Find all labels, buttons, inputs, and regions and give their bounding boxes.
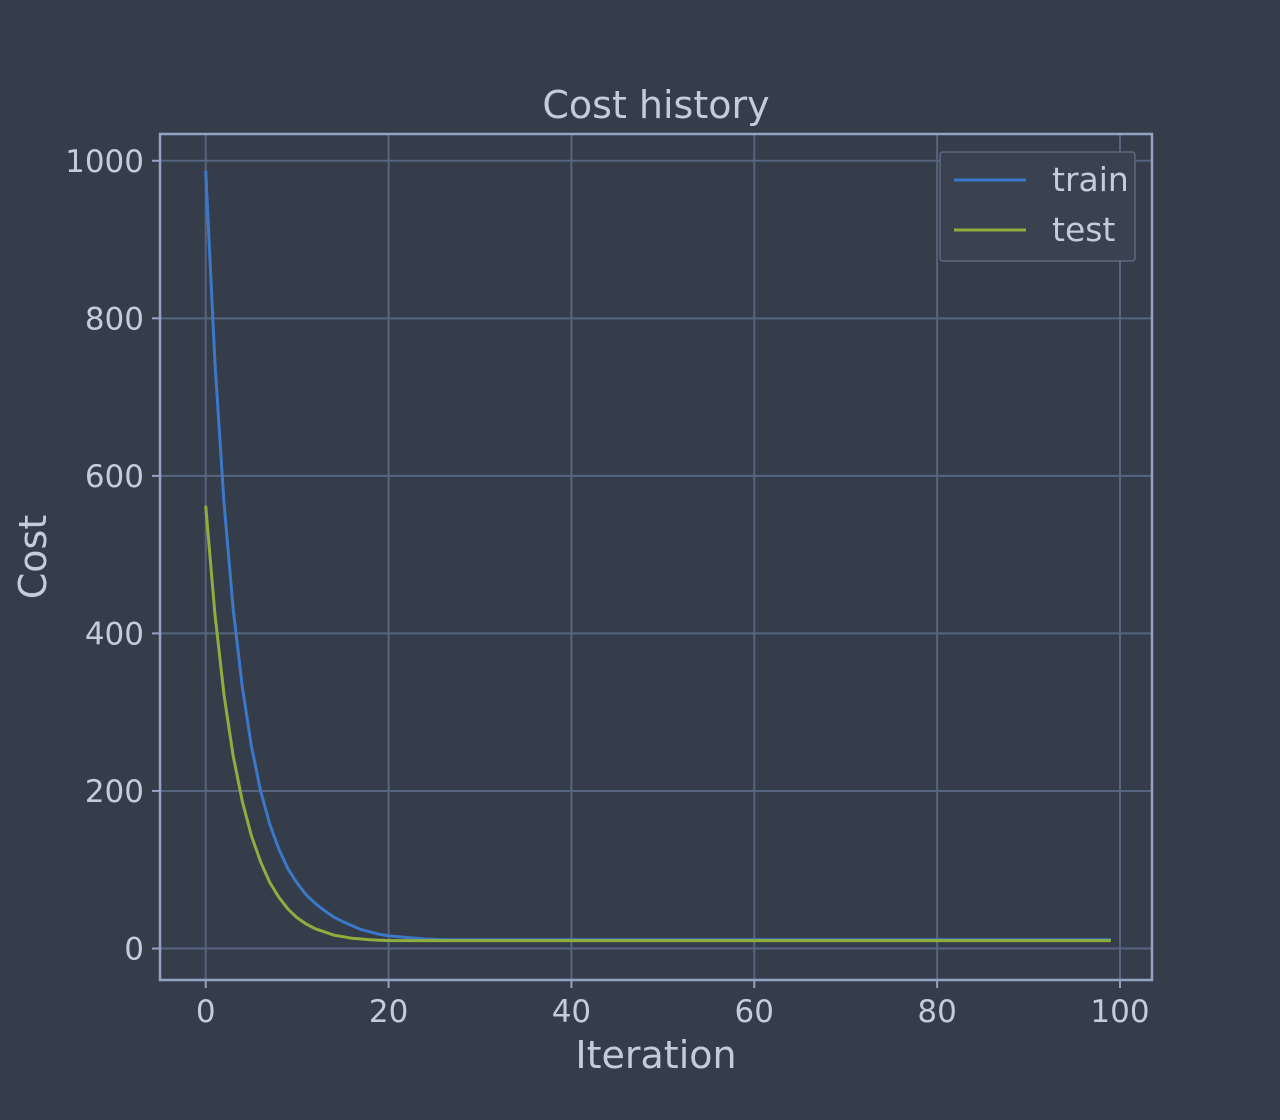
series-line-train: [204, 170, 1111, 942]
x-tick-label: 20: [369, 994, 408, 1030]
y-tick-label: 400: [85, 616, 144, 652]
y-tick-label: 200: [85, 774, 144, 810]
grid-lines: [160, 134, 1152, 980]
x-tick-label: 80: [917, 994, 956, 1030]
x-tick-label: 40: [552, 994, 591, 1030]
y-axis-label: Cost: [11, 515, 55, 599]
y-tick-label: 600: [85, 459, 144, 495]
legend-label-test: test: [1052, 210, 1115, 249]
y-tick-label: 0: [124, 931, 144, 967]
x-tick-label: 60: [735, 994, 774, 1030]
plot-frame: [158, 132, 1154, 982]
chart-title: Cost history: [542, 83, 769, 127]
x-tick-label: 100: [1090, 994, 1149, 1030]
legend-label-train: train: [1052, 160, 1129, 199]
x-axis-label: Iteration: [575, 1033, 736, 1077]
x-tick-label: 0: [196, 994, 216, 1030]
series-line-test: [204, 505, 1111, 943]
plot-series: [204, 170, 1111, 943]
y-tick-label: 1000: [65, 144, 144, 180]
y-tick-label: 800: [85, 301, 144, 337]
legend: train test: [939, 151, 1136, 262]
